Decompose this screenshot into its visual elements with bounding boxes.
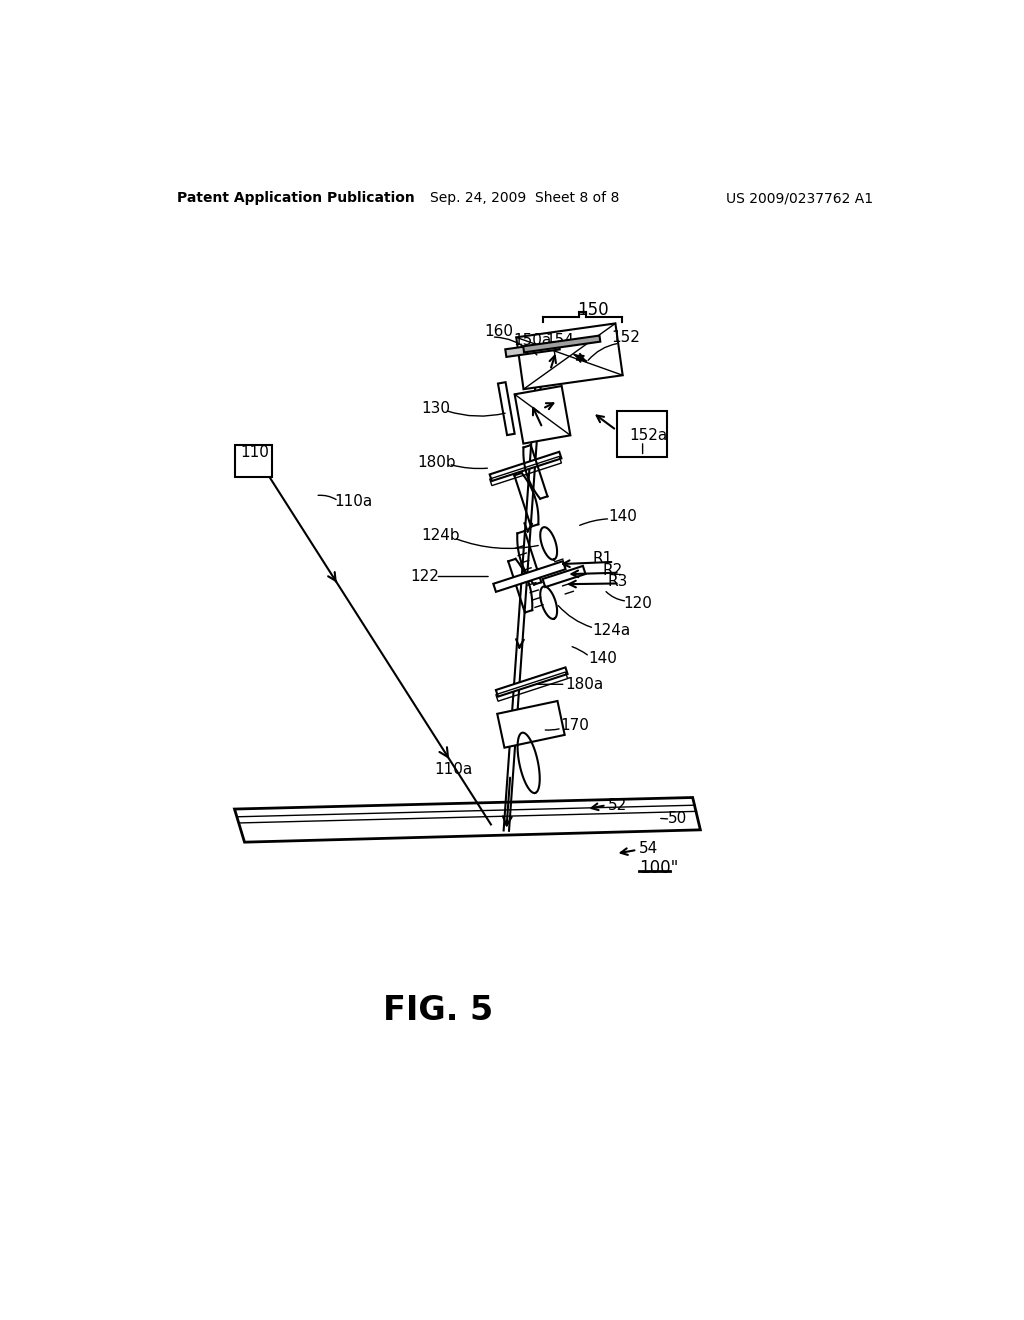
Polygon shape xyxy=(515,385,570,444)
Text: 170: 170 xyxy=(560,718,589,734)
Text: 180b: 180b xyxy=(418,455,457,470)
Polygon shape xyxy=(496,668,567,697)
Text: US 2009/0237762 A1: US 2009/0237762 A1 xyxy=(726,191,872,206)
Polygon shape xyxy=(498,701,564,747)
Text: 54: 54 xyxy=(639,841,658,855)
Text: 110a: 110a xyxy=(335,494,373,508)
Text: 140: 140 xyxy=(588,651,616,667)
Text: 124b: 124b xyxy=(422,528,460,544)
Text: 160: 160 xyxy=(484,325,513,339)
Text: 180a: 180a xyxy=(565,677,604,692)
Text: R2: R2 xyxy=(602,562,623,578)
Text: 130: 130 xyxy=(422,401,451,416)
Polygon shape xyxy=(489,451,561,480)
Polygon shape xyxy=(616,411,667,457)
Polygon shape xyxy=(543,566,586,587)
Text: 154: 154 xyxy=(546,334,574,348)
Polygon shape xyxy=(505,342,560,356)
Text: 110a: 110a xyxy=(435,762,473,776)
Text: 50: 50 xyxy=(668,810,687,826)
Polygon shape xyxy=(234,797,700,842)
Polygon shape xyxy=(494,561,565,591)
Text: 124a: 124a xyxy=(593,623,631,638)
Text: Patent Application Publication: Patent Application Publication xyxy=(177,191,415,206)
Text: 152: 152 xyxy=(611,330,641,345)
Text: R1: R1 xyxy=(593,552,612,566)
Text: 140: 140 xyxy=(608,510,637,524)
Text: 52: 52 xyxy=(608,797,628,813)
Text: 150: 150 xyxy=(578,301,609,319)
Text: 110: 110 xyxy=(241,445,269,461)
Text: 152a: 152a xyxy=(630,428,668,444)
Polygon shape xyxy=(236,445,272,478)
Text: Sep. 24, 2009  Sheet 8 of 8: Sep. 24, 2009 Sheet 8 of 8 xyxy=(430,191,620,206)
Text: FIG. 5: FIG. 5 xyxy=(383,994,494,1027)
Text: 120: 120 xyxy=(624,595,652,611)
Text: 122: 122 xyxy=(410,569,439,583)
Text: 150a: 150a xyxy=(513,334,552,348)
Text: 100": 100" xyxy=(639,859,678,878)
Text: R3: R3 xyxy=(608,574,629,590)
Polygon shape xyxy=(498,383,515,436)
Polygon shape xyxy=(516,323,623,389)
Polygon shape xyxy=(523,335,600,352)
